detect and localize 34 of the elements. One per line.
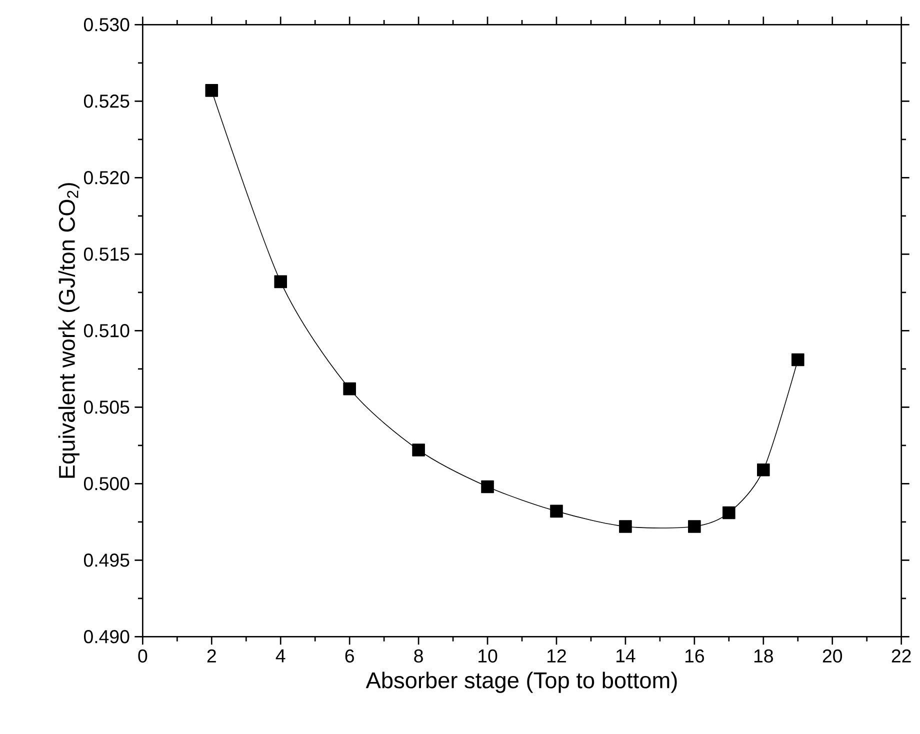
x-tick-label: 22 [892,649,911,662]
y-tick-label: 0.530 [84,18,130,32]
x-tick-label: 18 [754,649,773,663]
point [343,382,356,396]
x-tick-label: 6 [345,649,354,663]
y-tick-label: 0.515 [84,248,130,261]
point [756,463,770,476]
point [481,480,494,494]
y-tick-label: 0.510 [84,324,130,338]
x-tick-label: 14 [616,649,636,662]
x-tick-label: 2 [207,649,216,662]
x-tick-label: 8 [414,649,423,663]
point [412,444,425,456]
point [205,84,218,97]
point [722,506,736,520]
x-axis-title: Absorber stage (Top to bottom) [366,672,677,693]
y-tick-label: 0.495 [84,554,130,567]
point [274,275,288,288]
x-tick-label: 4 [276,649,286,662]
x-tick-label: 10 [478,649,498,663]
point [550,504,563,518]
x-tick-label: 0 [138,649,148,663]
y-tick-label: 0.505 [84,400,130,414]
y-tick-label: 0.525 [84,94,130,108]
point [619,520,632,533]
y-axis-title: Equivalent work (GJ/ton CO$_{2}$) [58,183,80,478]
point [688,520,701,533]
point [791,353,804,366]
y-tick-label: 0.490 [84,630,130,644]
x-tick-label: 16 [685,649,704,663]
y-tick-label: 0.520 [84,171,130,184]
y-tick-label: 0.500 [84,477,130,490]
x-tick-label: 12 [548,649,566,662]
x-tick-label: 20 [822,649,842,663]
